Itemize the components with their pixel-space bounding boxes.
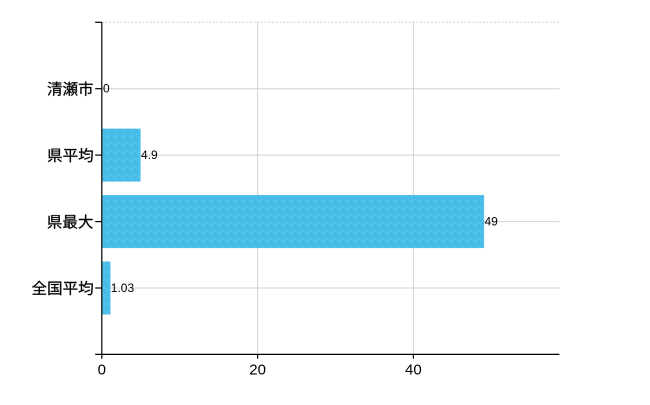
svg-text:1.03: 1.03 [111,281,135,295]
svg-text:0: 0 [98,362,106,379]
svg-text:49: 49 [485,215,499,229]
svg-text:40: 40 [405,362,422,379]
svg-text:4.9: 4.9 [141,148,158,162]
svg-text:0: 0 [103,82,110,96]
svg-text:20: 20 [249,362,266,379]
